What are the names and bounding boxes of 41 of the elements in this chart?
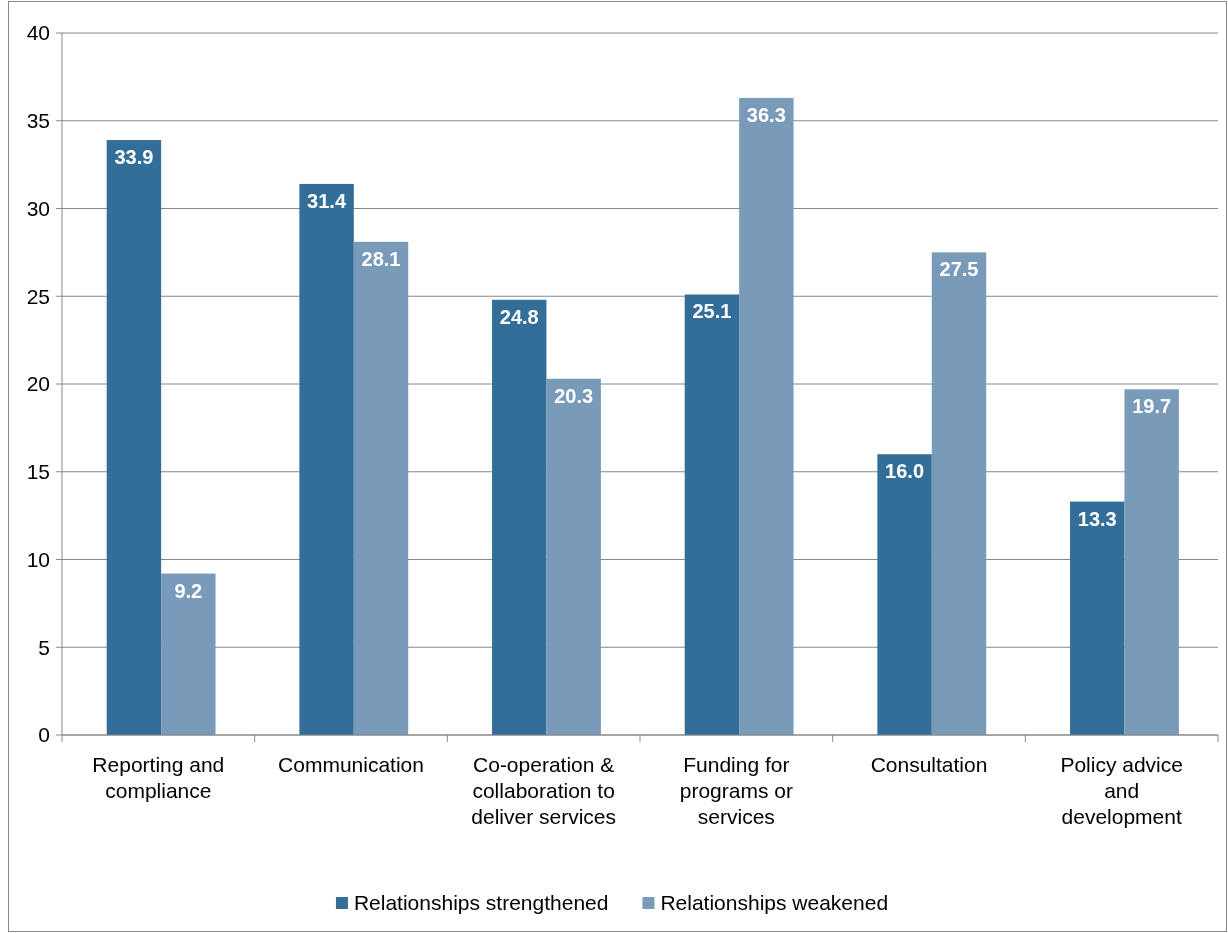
x-tick-label: Reporting and compliance [92, 753, 225, 802]
x-tick-label: Co-operation & collaboration to deliver services [471, 753, 617, 828]
legend-label: Relationships weakened [660, 891, 889, 915]
x-tick-label: Consultation [870, 753, 988, 776]
y-tick-label: 0 [38, 723, 50, 747]
data-label: 28.1 [361, 247, 401, 270]
y-tick-label: 30 [26, 196, 50, 220]
bar [877, 454, 932, 735]
bar [106, 140, 162, 735]
bar [739, 97, 794, 735]
data-label: 36.3 [746, 103, 786, 126]
bar [161, 573, 216, 735]
x-tick-label: Funding for programs or services [679, 753, 793, 828]
legend-label: Relationships strengthened [353, 891, 609, 915]
bar [546, 378, 601, 735]
y-tick-label: 35 [26, 109, 50, 133]
y-tick-label: 5 [38, 635, 50, 659]
y-tick-label: 20 [26, 372, 50, 396]
y-tick-label: 25 [26, 284, 50, 308]
bar [1070, 501, 1125, 735]
data-label: 19.7 [1132, 395, 1172, 418]
data-label: 25.1 [692, 300, 732, 323]
data-label: 16.0 [885, 460, 925, 483]
bar [1124, 389, 1179, 735]
bar [299, 183, 354, 735]
data-label: 13.3 [1077, 507, 1117, 530]
bar [684, 294, 740, 735]
y-tick-label: 10 [26, 547, 50, 571]
data-label: 27.5 [939, 258, 979, 281]
x-tick-label: Communication [278, 753, 424, 776]
y-tick-label: 40 [26, 21, 50, 45]
data-label: 24.8 [499, 305, 539, 328]
bar [931, 252, 987, 735]
data-label: 31.4 [307, 189, 347, 212]
x-tick-label: Policy advice and development [1060, 753, 1183, 828]
data-label: 20.3 [554, 384, 594, 407]
y-tick-label: 15 [26, 460, 50, 484]
data-label: 33.9 [114, 146, 154, 169]
bar [492, 299, 547, 735]
bar [353, 241, 409, 735]
data-label: 9.2 [174, 579, 203, 602]
